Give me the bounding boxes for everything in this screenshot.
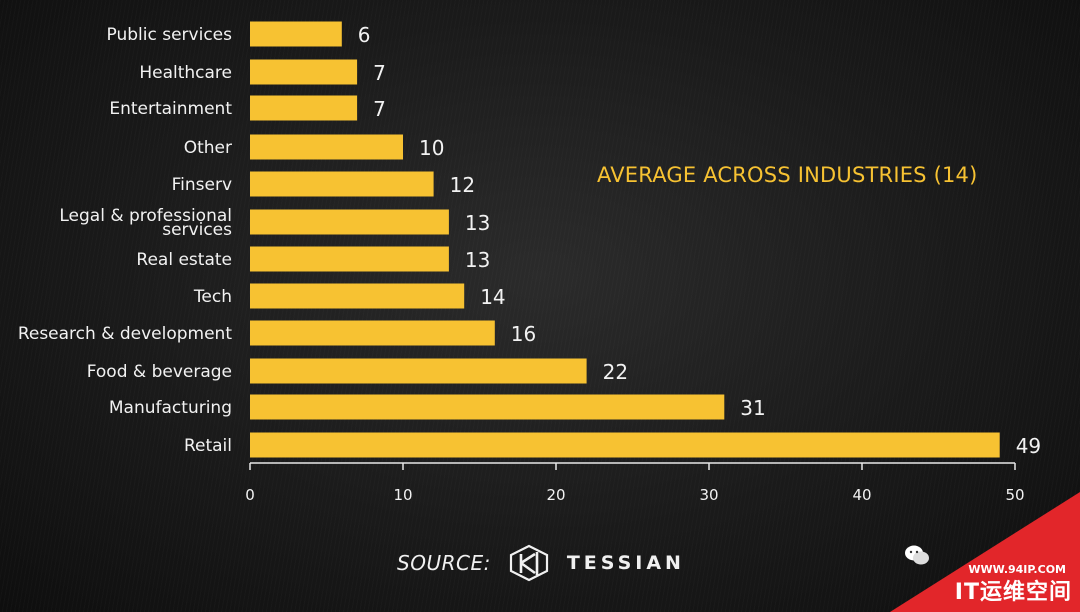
bar-legal-and-professional-services	[250, 209, 449, 235]
average-annotation: AVERAGE ACROSS INDUSTRIES (14)	[597, 163, 978, 187]
watermark-url: WWW.94IP.COM	[968, 563, 1066, 576]
bar-finserv	[250, 171, 434, 197]
category-label: Real estate	[136, 250, 232, 270]
watermark: WWW.94IP.COM IT运维空间	[890, 492, 1080, 612]
bar-research-and-development	[250, 320, 495, 346]
value-label: 7	[373, 61, 386, 85]
x-tick-label: 20	[546, 486, 565, 504]
bar-food-and-beverage	[250, 358, 587, 384]
x-tick-label: 0	[245, 486, 255, 504]
value-label: 14	[480, 285, 505, 309]
value-label: 10	[419, 136, 444, 160]
category-label: Other	[184, 138, 232, 158]
category-label: Finserv	[172, 175, 232, 195]
category-label: Entertainment	[109, 99, 232, 119]
category-label: Retail	[184, 436, 232, 456]
x-tick-label: 40	[852, 486, 871, 504]
bar-tech	[250, 283, 465, 309]
brand-name: TESSIAN	[566, 552, 685, 574]
category-label: Tech	[193, 287, 232, 307]
value-label: 22	[603, 360, 628, 384]
category-label: Healthcare	[139, 63, 232, 83]
value-label: 6	[358, 23, 371, 47]
value-label: 7	[373, 97, 386, 121]
x-axis-ticks: 0 10 20 30 40 50	[245, 463, 1025, 504]
bar-public-services	[250, 21, 342, 47]
value-label: 12	[450, 173, 475, 197]
bars-group	[250, 21, 1000, 458]
bar-entertainment	[250, 95, 358, 121]
value-label: 13	[465, 211, 490, 235]
category-label: Legal & professional services	[59, 206, 232, 240]
category-label: Food & beverage	[87, 362, 232, 382]
wechat-icon	[905, 545, 929, 565]
category-labels: Public services Healthcare Entertainment Ot…	[18, 25, 233, 456]
bar-other	[250, 134, 403, 160]
category-label: Research & development	[18, 324, 233, 344]
value-label: 31	[740, 396, 765, 420]
tessian-logo-icon	[509, 544, 548, 582]
source-credit: SOURCE: TESSIAN	[397, 544, 685, 582]
bar-retail	[250, 432, 1000, 458]
source-label: SOURCE:	[397, 551, 491, 575]
bar-healthcare	[250, 59, 358, 85]
x-tick-label: 30	[699, 486, 718, 504]
value-label: 49	[1016, 434, 1041, 458]
value-label: 16	[511, 322, 536, 346]
x-tick-label: 10	[393, 486, 412, 504]
category-label: Public services	[107, 25, 233, 45]
category-label: Manufacturing	[109, 398, 232, 418]
watermark-name: IT运维空间	[954, 580, 1072, 605]
bar-real-estate	[250, 246, 449, 272]
bar-manufacturing	[250, 394, 725, 420]
value-label: 13	[465, 248, 490, 272]
